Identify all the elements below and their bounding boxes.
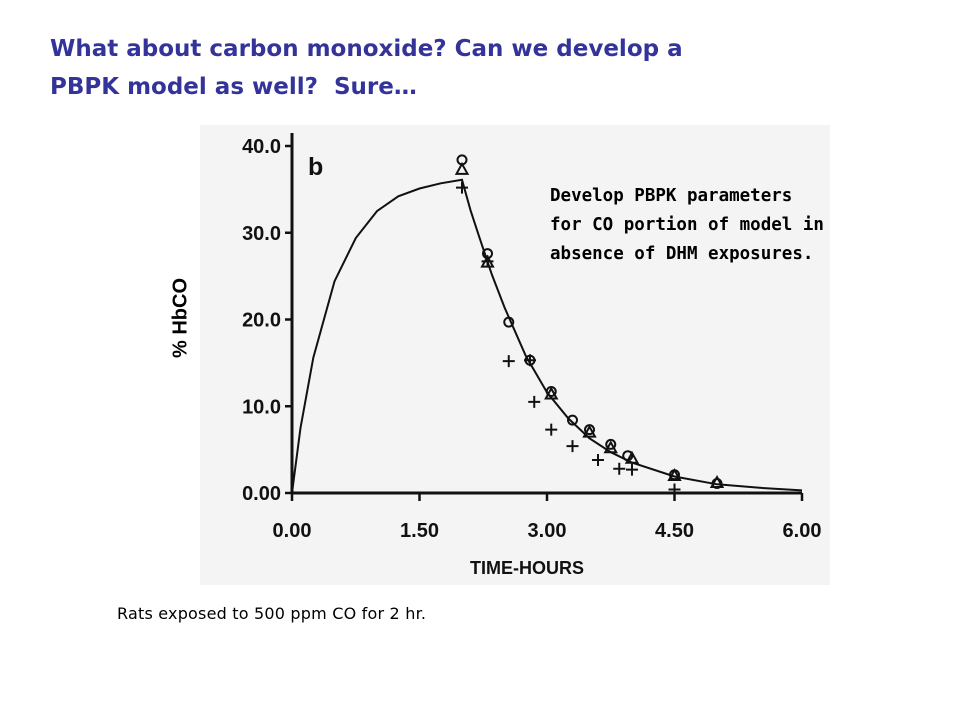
triangle-marker: [454, 161, 470, 175]
y-tick-label: 10.0: [242, 396, 281, 418]
x-tick-label: 6.00: [783, 520, 822, 542]
figure-background: [200, 125, 830, 585]
plus-marker: [481, 255, 494, 268]
y-tick-label: 40.0: [242, 136, 281, 158]
plus-marker: [592, 454, 604, 467]
annotation-line: for CO portion of model in: [550, 215, 824, 235]
triangle-marker: [582, 424, 597, 438]
annotation-text: Develop PBPK parameters for CO portion o…: [550, 182, 824, 269]
y-axis-label: % HbCO: [169, 278, 192, 358]
slide-title: What about carbon monoxide? Can we devel…: [50, 30, 910, 106]
circle-marker: [567, 414, 578, 426]
y-tick-label: 30.0: [242, 223, 281, 245]
annotation-line: Develop PBPK parameters: [550, 186, 793, 206]
annotation-line: absence of DHM exposures.: [550, 244, 814, 264]
plus-marker: [528, 395, 541, 408]
triangle-marker: [667, 468, 682, 482]
caption: Rats exposed to 500 ppm CO for 2 hr.: [117, 604, 427, 623]
plus-marker: [545, 423, 558, 436]
triangle-marker: [709, 475, 725, 488]
triangle-marker: [624, 450, 640, 464]
x-tick-label: 0.00: [273, 520, 312, 542]
triangle-marker: [603, 440, 618, 454]
plus-marker: [566, 440, 579, 453]
circle-marker: [503, 316, 515, 328]
hbco-figure: 0.00 10.0 20.0 30.0 40.0 0.00 1.50 3.00 4.50 6.00…: [160, 125, 840, 585]
hbco-chart: 0.00 10.0 20.0 30.0 40.0 0.00 1.50 3.00 4.50 6.00…: [200, 125, 830, 585]
plus-marker: [668, 483, 681, 496]
triangle-marker: [544, 386, 559, 400]
plus-marker: [626, 463, 638, 476]
x-tick-label: 3.00: [528, 520, 567, 542]
y-tick-label: 20.0: [242, 310, 281, 332]
plus-marker: [613, 462, 626, 475]
panel-label: b: [308, 153, 323, 181]
plus-marker: [524, 354, 536, 367]
y-tick-label: 0.00: [242, 483, 281, 505]
x-axis-title: TIME-HOURS: [470, 558, 584, 578]
x-tick-label: 1.50: [400, 520, 439, 542]
model-curve: [291, 178, 803, 494]
title-line: What about carbon monoxide? Can we devel…: [50, 36, 683, 62]
plus-marker: [456, 181, 468, 194]
circle-marker: [605, 438, 617, 450]
plus-marker: [502, 355, 515, 368]
x-tick-label: 4.50: [655, 520, 694, 542]
title-line: PBPK model as well? Sure…: [50, 74, 417, 100]
